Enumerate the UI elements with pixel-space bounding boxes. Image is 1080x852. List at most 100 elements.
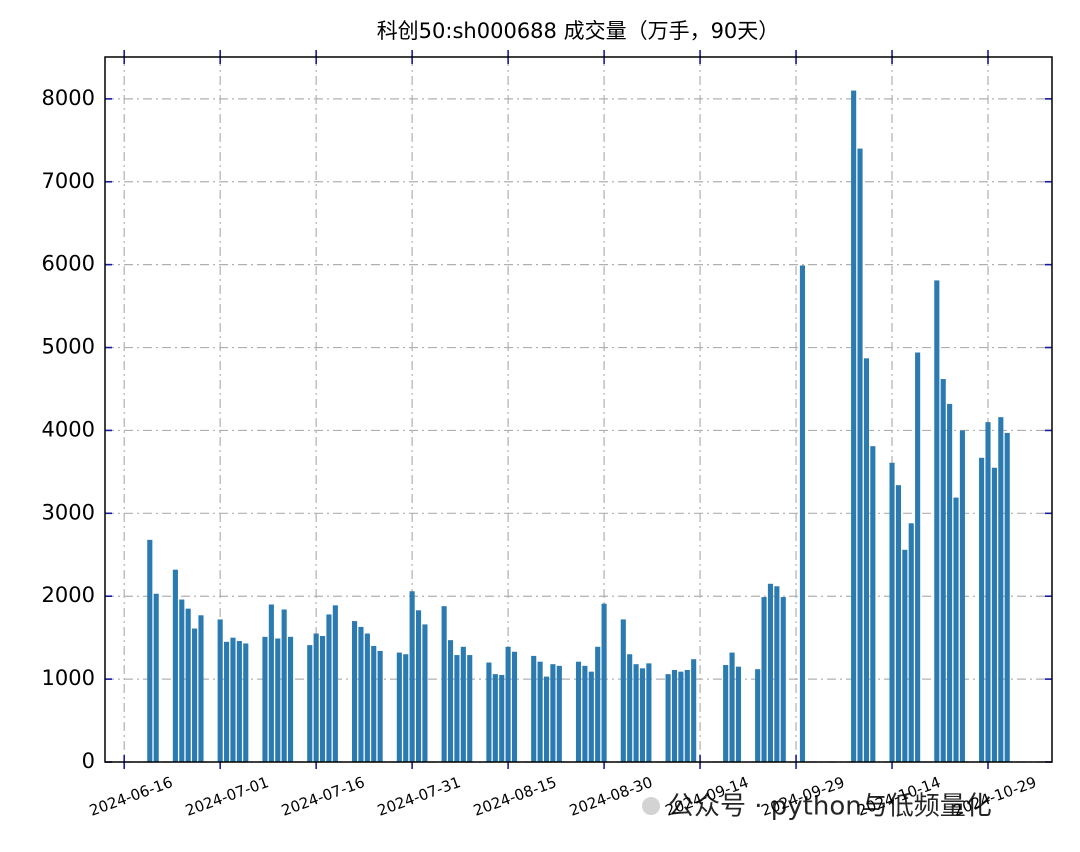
y-tick-label: 2000 [42, 583, 95, 607]
bar [601, 603, 607, 762]
bar [1004, 432, 1010, 762]
bar [755, 669, 761, 762]
watermark: 公众号 · python与低频量化 [668, 792, 992, 822]
bar [319, 636, 326, 762]
bar [908, 523, 914, 762]
bar [895, 485, 901, 762]
bar [678, 671, 684, 762]
bar [460, 646, 466, 762]
bar [243, 643, 249, 762]
bar [441, 606, 447, 762]
bar [275, 638, 281, 762]
bar [224, 641, 230, 762]
bar [556, 665, 562, 762]
y-tick-label: 5000 [42, 335, 95, 359]
bar [671, 669, 678, 762]
bar [422, 624, 428, 762]
bar [185, 608, 191, 762]
bar [377, 650, 383, 762]
bar [940, 379, 946, 762]
bar [627, 654, 633, 762]
bar [467, 655, 473, 762]
bar [774, 586, 780, 762]
bar [646, 663, 652, 762]
plot-frame [104, 56, 1053, 763]
bar [595, 646, 601, 762]
bar [588, 671, 594, 762]
bar [262, 636, 268, 762]
bar [780, 597, 786, 762]
bar [415, 610, 422, 762]
bar [915, 352, 921, 762]
bar [281, 609, 287, 762]
bar [288, 636, 294, 762]
bar [761, 597, 767, 762]
chart-title: 科创50:sh000688 成交量（万手，90天） [377, 19, 780, 43]
bar [198, 615, 204, 762]
bar [979, 457, 985, 762]
bar [550, 664, 556, 762]
bar [959, 430, 965, 762]
bar [620, 619, 626, 762]
bar [723, 665, 729, 762]
bar [217, 619, 223, 762]
y-tick-label: 1000 [42, 666, 95, 690]
bar [358, 626, 364, 762]
bar [364, 633, 370, 762]
bar [230, 637, 236, 762]
bar [172, 569, 178, 762]
watermark-icon [642, 797, 660, 815]
bar [403, 654, 409, 762]
bar [998, 417, 1004, 762]
y-tick-label: 3000 [42, 500, 95, 524]
bar [531, 655, 537, 762]
bar [409, 591, 415, 762]
bar [236, 640, 242, 762]
y-tick-label: 6000 [42, 252, 95, 276]
bar [889, 462, 895, 762]
bar [947, 403, 953, 762]
bar [313, 633, 319, 762]
bar [499, 674, 505, 762]
bar [767, 583, 774, 762]
bar [691, 659, 697, 762]
bar [633, 664, 639, 762]
y-tick-label: 7000 [42, 169, 95, 193]
bar [447, 640, 454, 762]
bar [537, 661, 543, 762]
bar [332, 605, 338, 762]
bar [492, 674, 498, 762]
bar [735, 666, 742, 762]
bar [857, 148, 863, 762]
bar [371, 645, 377, 762]
bar [934, 280, 940, 762]
bar [953, 497, 959, 762]
y-tick-label: 8000 [42, 86, 95, 110]
bar [192, 628, 198, 762]
bar [582, 665, 588, 762]
bar [543, 676, 550, 762]
bar [268, 604, 274, 762]
bar [511, 651, 518, 762]
bar [870, 446, 876, 762]
bar [396, 652, 402, 762]
y-tick-label: 4000 [42, 417, 95, 441]
bar [505, 646, 511, 762]
bar [684, 669, 690, 762]
bar [729, 652, 735, 762]
bar [863, 358, 869, 762]
y-tick-label: 0 [82, 749, 95, 773]
bar [307, 645, 313, 762]
bar [799, 265, 806, 762]
bar [991, 467, 997, 762]
bar [902, 549, 908, 762]
bar [665, 674, 671, 762]
bar [851, 90, 857, 763]
bar [153, 593, 159, 762]
bar [179, 599, 185, 762]
bar [575, 661, 582, 762]
bar [326, 614, 332, 762]
bar [985, 422, 991, 762]
bar [351, 621, 358, 762]
